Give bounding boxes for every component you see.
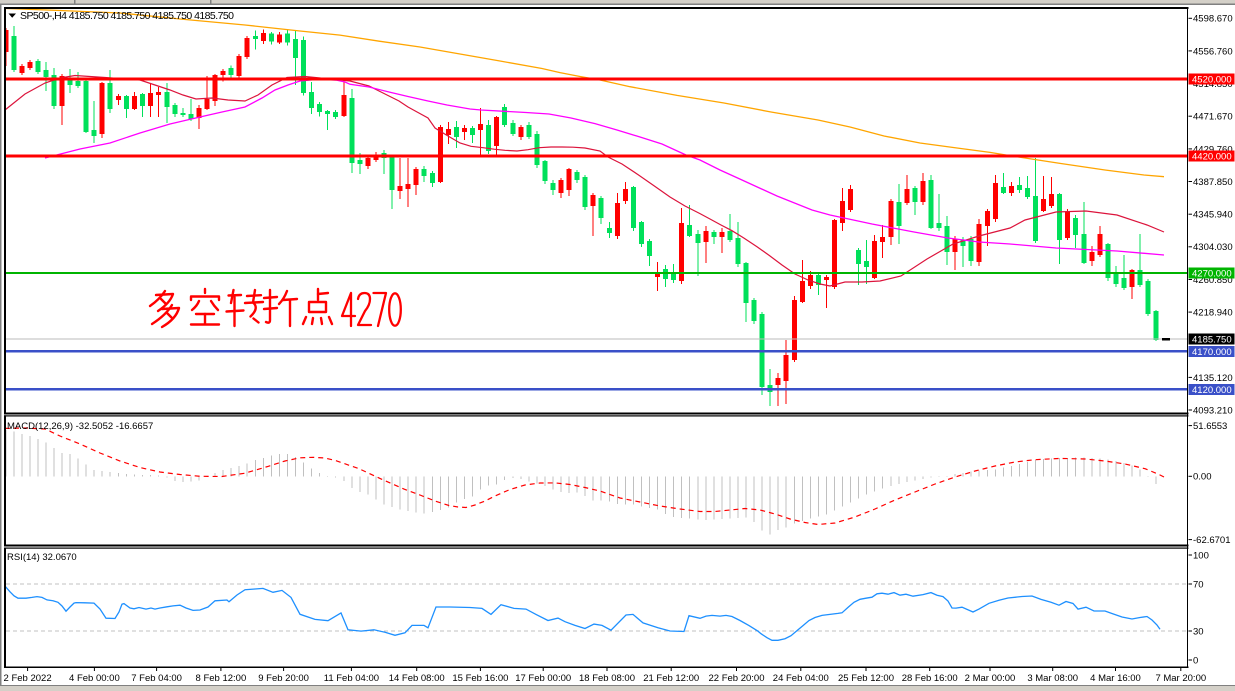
svg-text:24 Feb 04:00: 24 Feb 04:00 xyxy=(773,673,829,684)
svg-text:0: 0 xyxy=(1193,655,1198,666)
svg-text:4420.000: 4420.000 xyxy=(1192,151,1232,162)
svg-text:4556.760: 4556.760 xyxy=(1193,46,1233,57)
svg-text:18 Feb 08:00: 18 Feb 08:00 xyxy=(579,673,635,684)
svg-text:4 Mar 16:00: 4 Mar 16:00 xyxy=(1090,673,1141,684)
svg-text:4120.000: 4120.000 xyxy=(1192,385,1232,396)
svg-text:4093.210: 4093.210 xyxy=(1193,405,1233,416)
svg-text:4304.030: 4304.030 xyxy=(1193,242,1233,253)
svg-text:4387.850: 4387.850 xyxy=(1193,177,1233,188)
svg-text:7 Feb 04:00: 7 Feb 04:00 xyxy=(131,673,182,684)
svg-text:4598.670: 4598.670 xyxy=(1193,14,1233,25)
svg-text:7 Mar 20:00: 7 Mar 20:00 xyxy=(1155,673,1206,684)
svg-text:4270.000: 4270.000 xyxy=(1192,268,1232,279)
svg-text:51.6553: 51.6553 xyxy=(1193,421,1227,432)
svg-text:RSI(14) 32.0670: RSI(14) 32.0670 xyxy=(7,552,77,563)
svg-text:25 Feb 12:00: 25 Feb 12:00 xyxy=(838,673,894,684)
svg-text:3 Mar 08:00: 3 Mar 08:00 xyxy=(1027,673,1078,684)
svg-text:4185.750: 4185.750 xyxy=(1192,334,1232,345)
svg-text:9 Feb 20:00: 9 Feb 20:00 xyxy=(258,673,309,684)
svg-text:MACD(12,26,9) -32.5052 -16.665: MACD(12,26,9) -32.5052 -16.6657 xyxy=(7,421,153,432)
svg-text:15 Feb 16:00: 15 Feb 16:00 xyxy=(452,673,508,684)
svg-text:4218.940: 4218.940 xyxy=(1193,308,1233,319)
svg-text:11 Feb 04:00: 11 Feb 04:00 xyxy=(324,673,379,684)
svg-text:2 Feb 2022: 2 Feb 2022 xyxy=(4,673,52,684)
svg-text:8 Feb 12:00: 8 Feb 12:00 xyxy=(196,673,247,684)
svg-text:4135.120: 4135.120 xyxy=(1193,373,1233,384)
svg-text:4520.000: 4520.000 xyxy=(1192,74,1232,85)
svg-text:SP500-,H4 4185.750 4185.750 4: SP500-,H4 4185.750 4185.750 4185.750 418… xyxy=(20,10,234,22)
svg-text:0.00: 0.00 xyxy=(1193,472,1212,483)
svg-text:2 Mar 00:00: 2 Mar 00:00 xyxy=(965,673,1016,684)
svg-text:4345.940: 4345.940 xyxy=(1193,210,1233,221)
svg-text:14 Feb 08:00: 14 Feb 08:00 xyxy=(389,673,445,684)
svg-text:100: 100 xyxy=(1193,550,1209,561)
svg-text:28 Feb 16:00: 28 Feb 16:00 xyxy=(902,673,958,684)
svg-text:4471.670: 4471.670 xyxy=(1193,112,1233,123)
svg-text:21 Feb 12:00: 21 Feb 12:00 xyxy=(643,673,699,684)
svg-text:4170.000: 4170.000 xyxy=(1192,347,1232,358)
svg-text:17 Feb 00:00: 17 Feb 00:00 xyxy=(515,673,571,684)
svg-text:22 Feb 20:00: 22 Feb 20:00 xyxy=(709,673,765,684)
svg-text:4429.760: 4429.760 xyxy=(1193,144,1233,155)
svg-text:4 Feb 00:00: 4 Feb 00:00 xyxy=(69,673,120,684)
svg-text:70: 70 xyxy=(1193,579,1204,590)
svg-text:30: 30 xyxy=(1193,626,1204,637)
svg-text:4260.850: 4260.850 xyxy=(1193,275,1233,286)
svg-text:-62.6701: -62.6701 xyxy=(1193,535,1231,546)
